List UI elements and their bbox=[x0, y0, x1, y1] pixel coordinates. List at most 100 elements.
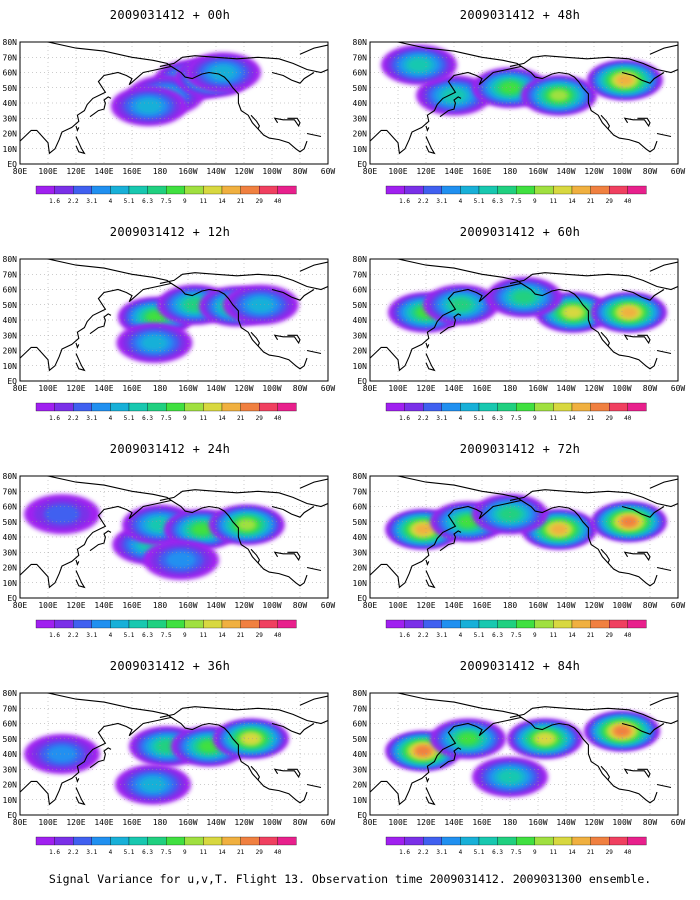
colorbar-swatch bbox=[590, 619, 610, 629]
colorbar-label: 7.5 bbox=[511, 632, 522, 639]
colorbar-swatch bbox=[423, 402, 442, 412]
y-tick-label: 50N bbox=[353, 735, 368, 744]
colorbar-swatch bbox=[147, 402, 167, 412]
map-plot-area: EQ 10N 20N 30N 40N 50N 60N 70N 80N 80E 100E 120E 140… bbox=[3, 472, 336, 610]
colorbar-swatch bbox=[91, 836, 111, 846]
colorbar-label: 7.5 bbox=[161, 415, 172, 422]
y-tick-label: 70N bbox=[3, 270, 18, 279]
colorbar-swatch bbox=[259, 185, 278, 195]
colorbar-swatch bbox=[184, 619, 204, 629]
colorbar-label: 5.1 bbox=[474, 415, 485, 422]
panel-title: 2009031412 + 72h bbox=[459, 442, 581, 456]
colorbar-label: 3.1 bbox=[436, 849, 447, 856]
map-frame bbox=[19, 692, 329, 816]
colorbar-swatch bbox=[497, 185, 517, 195]
colorbar-label: 40 bbox=[274, 198, 282, 205]
coastlines bbox=[20, 476, 328, 589]
panel-title: 2009031412 + 12h bbox=[109, 225, 231, 239]
y-tick-label: 20N bbox=[3, 564, 18, 573]
colorbar-swatch bbox=[147, 185, 167, 195]
colorbar-swatch bbox=[73, 185, 92, 195]
colorbar-swatch bbox=[460, 836, 480, 846]
map-plot-area: EQ 10N 20N 30N 40N 50N 60N 70N 80N 80E 100E 120E 140… bbox=[353, 472, 686, 610]
map-frame bbox=[19, 41, 329, 165]
map-frame bbox=[369, 692, 679, 816]
colorbar-label: 40 bbox=[624, 198, 632, 205]
x-tick-label: 80W bbox=[643, 601, 658, 610]
colorbar-swatch bbox=[203, 619, 223, 629]
x-tick-label: 120W bbox=[584, 601, 603, 610]
colorbar-label: 29 bbox=[256, 632, 264, 639]
coastlines bbox=[370, 259, 678, 372]
y-tick-label: EQ bbox=[7, 811, 17, 820]
x-tick-label: 140E bbox=[94, 167, 113, 176]
colorbar-label: 4 bbox=[459, 415, 463, 422]
colorbar-label: 3.1 bbox=[436, 198, 447, 205]
variance-contour bbox=[192, 523, 212, 536]
x-tick-label: 120W bbox=[234, 167, 253, 176]
x-tick-label: 60W bbox=[321, 384, 336, 393]
colorbar-label: 14 bbox=[568, 632, 576, 639]
colorbar-label: 9 bbox=[533, 849, 537, 856]
colorbar-swatch bbox=[147, 619, 167, 629]
colorbar-swatch bbox=[627, 402, 647, 412]
map-panel: 2009031412 + 12h EQ 10N 20N 30N 40N 50N 60N 70N 8… bbox=[0, 217, 340, 432]
colorbar-swatch bbox=[203, 185, 223, 195]
colorbar-label: 40 bbox=[624, 415, 632, 422]
colorbar-label: 21 bbox=[587, 198, 595, 205]
colorbar-label: 4 bbox=[109, 198, 113, 205]
variance-contour bbox=[135, 98, 162, 114]
y-tick-label: 10N bbox=[353, 362, 368, 371]
colorbar-swatch bbox=[478, 619, 498, 629]
colorbar-label: 6.3 bbox=[492, 632, 503, 639]
variance-contour bbox=[458, 732, 478, 745]
colorbar-label: 21 bbox=[237, 198, 245, 205]
x-tick-label: 160E bbox=[122, 384, 141, 393]
colorbar-swatch bbox=[277, 185, 297, 195]
colorbar-label: 9 bbox=[183, 632, 187, 639]
y-tick-label: 20N bbox=[3, 347, 18, 356]
map-frame bbox=[19, 475, 329, 599]
colorbar-label: 1.6 bbox=[399, 849, 410, 856]
y-tick-label: 20N bbox=[353, 781, 368, 790]
colorbar-swatch bbox=[385, 185, 405, 195]
colorbar-swatch bbox=[128, 836, 148, 846]
x-tick-label: 160E bbox=[122, 167, 141, 176]
colorbar-label: 9 bbox=[533, 198, 537, 205]
x-tick-label: 80W bbox=[293, 384, 308, 393]
y-tick-label: 30N bbox=[353, 548, 368, 557]
variance-contour bbox=[458, 515, 478, 528]
colorbar-label: 14 bbox=[568, 849, 576, 856]
colorbar-swatch bbox=[110, 836, 130, 846]
x-tick-label: 140W bbox=[206, 818, 225, 827]
colorbar-swatch bbox=[441, 836, 461, 846]
x-tick-label: 180 bbox=[503, 167, 518, 176]
y-tick-label: EQ bbox=[7, 377, 17, 386]
map-plot-area: EQ 10N 20N 30N 40N 50N 60N 70N 80N 80E 100E 120E 140… bbox=[353, 255, 686, 393]
y-tick-label: 70N bbox=[353, 704, 368, 713]
map-plot-area: EQ 10N 20N 30N 40N 50N 60N 70N 80N 80E 100E 120E 140… bbox=[353, 38, 686, 176]
map-frame bbox=[369, 41, 679, 165]
y-tick-label: 60N bbox=[353, 286, 368, 295]
x-tick-label: 80E bbox=[363, 384, 378, 393]
colorbar-label: 9 bbox=[183, 415, 187, 422]
y-tick-label: 80N bbox=[3, 472, 18, 481]
variance-field bbox=[110, 52, 261, 127]
x-tick-label: 160W bbox=[528, 601, 547, 610]
colorbar-label: 9 bbox=[183, 198, 187, 205]
coastlines bbox=[20, 259, 328, 372]
x-tick-label: 60W bbox=[321, 601, 336, 610]
colorbar: 1.6 2.2 3.1 4 5.1 6.3 7.5 9 11 14 21 29 40 bbox=[35, 836, 297, 856]
x-tick-label: 140E bbox=[444, 167, 463, 176]
colorbar-swatch bbox=[571, 402, 591, 412]
x-tick-label: 120E bbox=[416, 818, 435, 827]
map-svg: EQ 10N 20N 30N 40N 50N 60N 70N 80N 80E 100E 120E 140… bbox=[3, 38, 336, 205]
y-tick-label: 20N bbox=[3, 130, 18, 139]
y-tick-label: 20N bbox=[353, 130, 368, 139]
colorbar-swatch bbox=[221, 619, 241, 629]
map-panel: 2009031412 + 60h EQ 10N 20N 30N 40N 50N 60N 70N 8… bbox=[350, 217, 690, 432]
colorbar-label: 29 bbox=[606, 198, 614, 205]
x-tick-label: 160W bbox=[178, 167, 197, 176]
colorbar-swatch bbox=[91, 185, 111, 195]
y-tick-label: 20N bbox=[353, 347, 368, 356]
